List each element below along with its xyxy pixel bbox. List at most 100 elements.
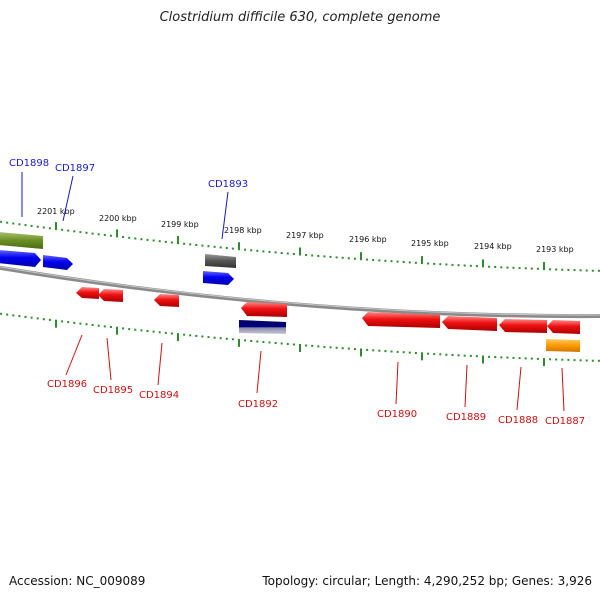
label-cd1893[interactable]: CD1893 — [208, 179, 248, 190]
tick-label-2198: 2198 kbp — [224, 226, 262, 235]
lower-minor-tick — [97, 324, 100, 327]
lower-minor-tick — [329, 346, 332, 349]
lower-minor-tick — [122, 327, 125, 330]
upper-minor-tick — [530, 267, 533, 270]
upper-minor-tick — [18, 223, 21, 226]
label-cd1888[interactable]: CD1888 — [498, 415, 538, 426]
feature-cd1892-b[interactable] — [239, 320, 286, 334]
lower-major-tick — [177, 333, 179, 342]
feature-cd1896[interactable] — [76, 287, 99, 299]
feature-cd1894[interactable] — [154, 294, 179, 307]
upper-minor-tick — [24, 224, 27, 227]
label-cd1892[interactable]: CD1892 — [238, 399, 278, 410]
upper-minor-tick — [122, 236, 125, 239]
label-cd1887[interactable]: CD1887 — [545, 416, 585, 427]
map-title: Clostridium difficile 630, complete geno… — [159, 10, 441, 25]
lower-minor-tick — [341, 347, 344, 350]
lower-minor-tick — [183, 333, 186, 336]
upper-minor-tick — [48, 227, 51, 230]
lower-minor-tick — [170, 332, 173, 335]
upper-minor-tick — [225, 247, 228, 249]
label-cd1894[interactable]: CD1894 — [139, 390, 179, 401]
feature-cd1898-b[interactable] — [0, 250, 41, 267]
upper-minor-tick — [433, 262, 436, 265]
upper-minor-tick — [262, 250, 265, 253]
lower-minor-tick — [311, 344, 314, 347]
lower-minor-tick — [164, 331, 167, 334]
upper-minor-tick — [256, 249, 259, 252]
upper-minor-tick — [384, 259, 387, 262]
upper-minor-tick — [134, 237, 137, 240]
feature-cd1892[interactable] — [241, 302, 287, 317]
lower-minor-tick — [213, 336, 216, 339]
upper-minor-tick — [311, 254, 314, 257]
lower-minor-tick — [48, 318, 51, 321]
upper-minor-tick — [561, 268, 564, 271]
feature-cd1887[interactable] — [547, 320, 580, 334]
lower-minor-tick — [207, 336, 210, 339]
lower-minor-tick — [353, 348, 356, 351]
lower-minor-tick — [488, 355, 491, 358]
upper-minor-tick — [170, 241, 173, 244]
lower-minor-tick — [24, 315, 27, 318]
lower-minor-tick — [292, 343, 295, 346]
lower-minor-tick — [579, 359, 582, 362]
lower-minor-tick — [219, 337, 222, 340]
lower-minor-tick — [61, 320, 64, 323]
label-cd1889[interactable]: CD1889 — [446, 412, 486, 423]
lower-minor-tick — [366, 348, 369, 351]
lower-minor-tick — [42, 318, 45, 321]
upper-minor-tick — [445, 263, 448, 266]
lower-minor-tick — [274, 342, 277, 344]
label-cd1898[interactable]: CD1898 — [9, 158, 49, 169]
lower-minor-tick — [567, 358, 570, 361]
lower-minor-tick — [390, 350, 393, 353]
upper-major-tick — [55, 222, 57, 231]
lower-minor-tick — [451, 354, 454, 356]
upper-minor-tick — [164, 240, 167, 243]
tick-label-2194: 2194 kbp — [474, 242, 512, 251]
upper-minor-tick — [512, 266, 515, 269]
lower-minor-tick — [549, 358, 552, 361]
lower-minor-tick — [109, 326, 112, 328]
label-cd1897[interactable]: CD1897 — [55, 163, 95, 174]
tick-label-2196: 2196 kbp — [349, 235, 387, 244]
upper-minor-tick — [524, 267, 527, 270]
upper-minor-tick — [408, 261, 411, 264]
lower-minor-tick — [158, 331, 161, 334]
upper-minor-tick — [73, 230, 76, 233]
lower-minor-tick — [347, 347, 350, 350]
lower-minor-tick — [561, 358, 564, 361]
feature-cd1893-b[interactable] — [205, 254, 236, 268]
feature-cd1888[interactable] — [499, 319, 547, 333]
feature-cd1889[interactable] — [442, 316, 497, 331]
upper-minor-tick — [353, 257, 356, 260]
upper-minor-tick — [567, 268, 570, 271]
label-cd1896[interactable]: CD1896 — [47, 379, 87, 390]
upper-minor-tick — [390, 260, 393, 263]
lower-minor-tick — [0, 312, 3, 315]
upper-minor-tick — [244, 248, 247, 251]
feature-cd1893[interactable] — [203, 271, 234, 285]
lower-minor-tick — [512, 356, 515, 359]
lower-major-tick — [482, 355, 484, 364]
upper-major-tick — [360, 252, 362, 261]
upper-minor-tick — [231, 247, 234, 250]
feature-cd1898[interactable] — [0, 232, 43, 249]
lower-minor-tick — [140, 329, 143, 332]
upper-minor-tick — [201, 244, 204, 247]
feature-cd1895[interactable] — [98, 289, 123, 302]
feature-cd1897[interactable] — [43, 255, 73, 270]
label-cd1895[interactable]: CD1895 — [93, 385, 133, 396]
feature-cd1887-b[interactable] — [546, 339, 580, 352]
leader-cd1888 — [516, 366, 522, 411]
upper-minor-tick — [347, 257, 350, 260]
upper-minor-tick — [597, 269, 600, 272]
feature-cd1890[interactable] — [362, 312, 440, 328]
label-cd1890[interactable]: CD1890 — [377, 409, 417, 420]
lower-minor-tick — [427, 352, 430, 355]
upper-minor-tick — [109, 234, 112, 237]
upper-minor-tick — [573, 269, 576, 272]
upper-minor-tick — [585, 269, 588, 272]
